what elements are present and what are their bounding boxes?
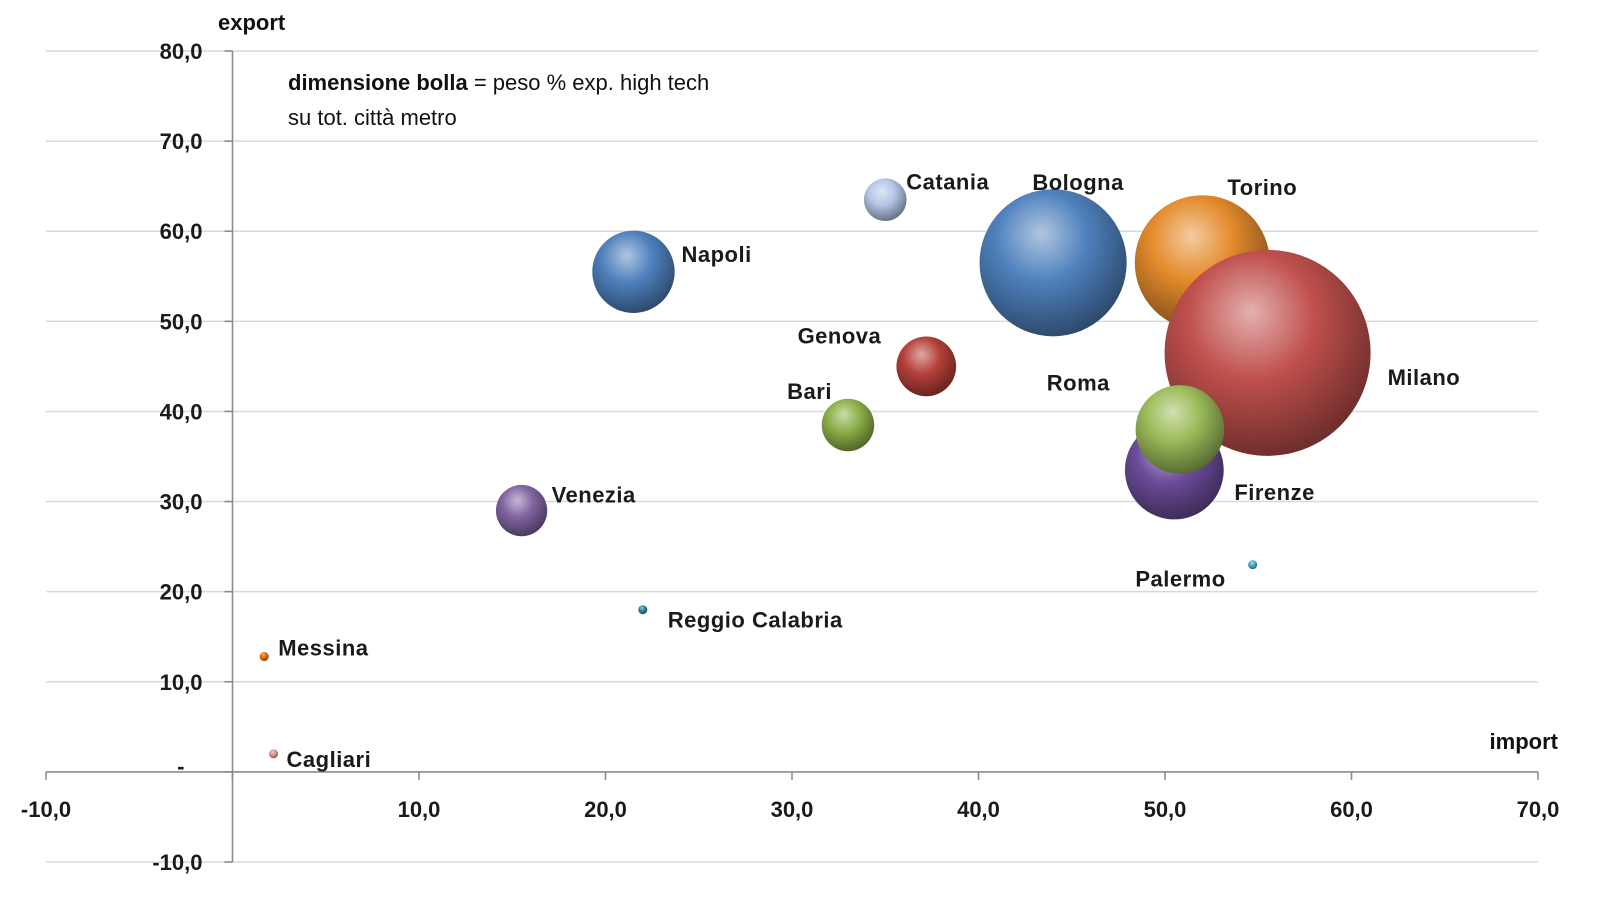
label-messina: Messina: [278, 636, 369, 661]
label-genova: Genova: [798, 323, 882, 348]
bubble-roma: [1135, 385, 1225, 474]
y-tick-label: 70,0: [160, 129, 203, 154]
y-tick-labels: -10,0-10,020,030,040,050,060,070,080,0: [152, 39, 202, 875]
bubble-bari: [821, 398, 875, 452]
bubble-napoli: [592, 230, 675, 313]
label-bologna: Bologna: [1032, 170, 1124, 195]
bubble-bologna: [979, 189, 1127, 337]
bubble-messina: [259, 652, 269, 662]
y-axis-title: export: [218, 10, 286, 35]
label-cagliari: Cagliari: [287, 747, 372, 772]
y-tick-label: 40,0: [160, 399, 203, 424]
gridlines: [46, 50, 1538, 863]
bubble-catania: [863, 178, 907, 222]
size-legend-line2: su tot. città metro: [288, 105, 457, 130]
size-legend-note: dimensione bolla = peso % exp. high tech: [288, 70, 709, 95]
label-torino: Torino: [1227, 175, 1297, 200]
label-roma: Roma: [1047, 370, 1110, 395]
y-tick-label: -: [177, 754, 184, 779]
x-axis-title: import: [1490, 729, 1559, 754]
label-napoli: Napoli: [681, 242, 751, 267]
label-venezia: Venezia: [552, 483, 636, 508]
x-tick-label: 30,0: [771, 797, 814, 822]
bubble-cagliari: [269, 749, 279, 759]
x-tick-label: -10,0: [21, 797, 71, 822]
y-tick-label: 50,0: [160, 309, 203, 334]
bubble-labels: Milano Bologna Torino Firenze Roma Napoli Geno…: [278, 170, 1460, 772]
bubble-genova: [896, 336, 957, 397]
size-legend-bold: dimensione bolla: [288, 70, 468, 95]
label-catania: Catania: [906, 170, 989, 195]
y-tick-label: 20,0: [160, 580, 203, 605]
label-bari: Bari: [787, 379, 832, 404]
x-tick-label: 40,0: [957, 797, 1000, 822]
y-tick-label: -10,0: [152, 850, 202, 875]
y-tick-label: 10,0: [160, 670, 203, 695]
label-milano: Milano: [1388, 365, 1461, 390]
bubble-palermo: [1248, 560, 1258, 570]
x-tick-label: 20,0: [584, 797, 627, 822]
label-reggio-calabria: Reggio Calabria: [668, 608, 843, 633]
label-palermo: Palermo: [1135, 567, 1225, 592]
y-tick-label: 60,0: [160, 219, 203, 244]
y-tick-label: 30,0: [160, 490, 203, 515]
bubbles: [259, 178, 1371, 759]
label-firenze: Firenze: [1234, 480, 1315, 505]
y-tick-label: 80,0: [160, 39, 203, 64]
bubble-venezia: [495, 484, 548, 537]
size-legend-rest: = peso % exp. high tech: [468, 70, 710, 95]
axes: [45, 50, 1539, 863]
x-tick-label: 70,0: [1517, 797, 1560, 822]
x-tick-label: 10,0: [398, 797, 441, 822]
bubble-reggio-calabria: [638, 605, 648, 615]
x-tick-label: 60,0: [1330, 797, 1373, 822]
x-tick-label: 50,0: [1144, 797, 1187, 822]
x-tick-labels: -10,0 10,0 20,0 30,0 40,0 50,0 60,0 70,0: [21, 797, 1559, 822]
